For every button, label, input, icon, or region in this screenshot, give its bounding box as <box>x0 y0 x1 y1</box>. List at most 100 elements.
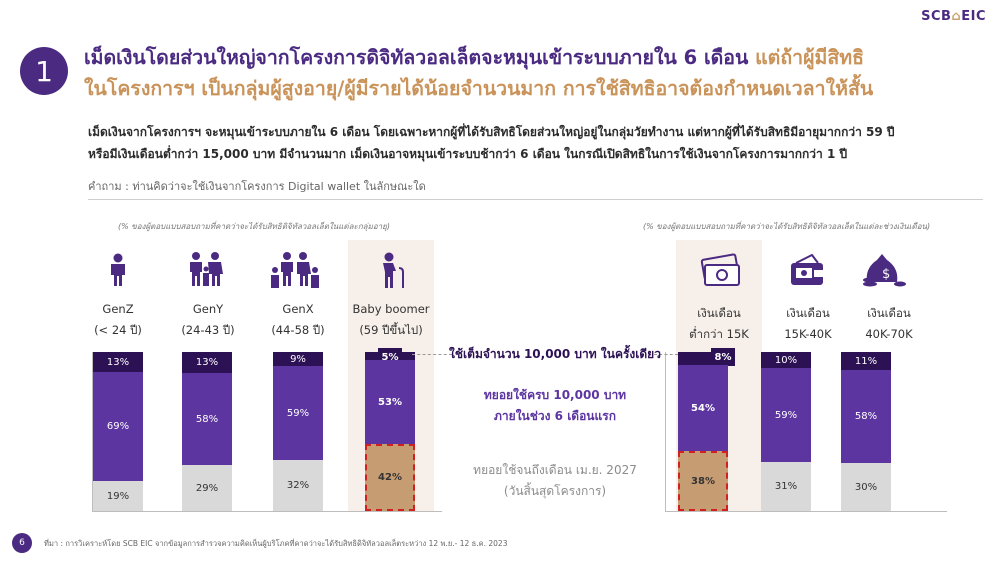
big-family-icon <box>271 252 319 288</box>
elderly-icon <box>383 252 404 288</box>
house-icon: ⌂ <box>951 9 962 24</box>
bar-segment-6-months: 59% <box>761 368 811 462</box>
bar-segment-full-use: 11% <box>841 352 891 370</box>
bar-value-label: 30% <box>854 481 878 493</box>
label-geny: GenY (24-43 ปี) <box>165 299 251 341</box>
label-salary-mid: เงินเดือน 15K-40K <box>765 303 851 345</box>
label-genx: GenX (44-58 ปี) <box>255 299 341 341</box>
cash-icon <box>700 253 740 286</box>
bar-segment-full-use: 10% <box>761 352 811 368</box>
cat-sub: 15K-40K <box>784 327 832 341</box>
bar-value-label: 19% <box>106 490 130 502</box>
bar-segment-6-months: 69% <box>93 372 143 481</box>
scb-eic-logo: SCB⌂EIC <box>921 9 986 24</box>
legend-low-line2: (วันสิ้นสุดโครงการ) <box>503 484 607 498</box>
legend-mid-line2: ภายในช่วง 6 เดือนแรก <box>494 409 616 423</box>
page-number: 6 <box>12 533 32 553</box>
page-title: เม็ดเงินโดยส่วนใหญ่จากโครงการดิจิทัลวอลเ… <box>84 42 984 104</box>
bar-value-label: 31% <box>774 481 798 492</box>
cat-name: GenZ <box>102 302 134 316</box>
legend-leader-left <box>412 354 452 355</box>
left-chart-baseline <box>92 511 442 512</box>
summary-line1: เม็ดเงินจากโครงการฯ จะหมุนเข้าระบบภายใน … <box>88 125 895 139</box>
bar-value-label: 13% <box>195 357 219 368</box>
bar-value-label: 42% <box>378 472 402 483</box>
bar-segment-full-use: 13% <box>93 352 143 372</box>
logo-text-eic: EIC <box>961 9 986 24</box>
bar-segment-6-months: 53% <box>365 360 415 444</box>
label-salary-low: เงินเดือน ต่ำกว่า 15K <box>676 303 762 345</box>
bar-value-label: 38% <box>691 475 715 487</box>
logo-text-scb: SCB <box>921 9 952 24</box>
cat-sub: (44-58 ปี) <box>271 323 325 337</box>
bar-value-label: 32% <box>286 480 310 491</box>
survey-question: คำถาม : ท่านคิดว่าจะใช้เงินจากโครงการ Di… <box>88 180 426 193</box>
bar-value-label: 59% <box>286 407 310 419</box>
bar-value-label: 69% <box>106 421 130 432</box>
headline-part2: แต่ถ้าผู้มีสิทธิ <box>748 46 865 69</box>
bar-segment-until-2027: 42% <box>365 444 415 511</box>
highlight-dashed-box <box>365 444 415 511</box>
bar-segment-6-months: 58% <box>182 373 232 465</box>
bar-segment-full-use: 13% <box>182 352 232 373</box>
legend-mid-line1: ทยอยใช้ครบ 10,000 บาท <box>483 388 627 402</box>
cat-name: GenY <box>192 302 224 316</box>
bar-value-label: 29% <box>195 482 219 494</box>
right-chart-note: (% ของผู้ตอบแบบสอบถามที่คาดว่าจะได้รับสิ… <box>643 222 931 231</box>
left-chart-note: (% ของผู้ตอบแบบสอบถามที่คาดว่าจะได้รับสิ… <box>118 222 390 231</box>
right-chart-axis <box>665 352 666 512</box>
legend-top: ใช้เต็มจำนวน 10,000 บาท ในครั้งเดียว <box>449 347 661 361</box>
summary-line2: หรือมีเงินเดือนต่ำกว่า 15,000 บาท มีจำนว… <box>88 147 848 161</box>
label-genz: GenZ (< 24 ปี) <box>78 299 158 341</box>
bar-segment-6-months: 59% <box>273 366 323 460</box>
bar-value-label: 10% <box>774 354 798 366</box>
right-chart-baseline <box>665 511 947 512</box>
cat-sub: ต่ำกว่า 15K <box>689 327 749 341</box>
bar-segment-full-use: 9% <box>273 352 323 366</box>
cat-sub: (24-43 ปี) <box>181 323 235 337</box>
cat-name: เงินเดือน <box>867 306 911 320</box>
section-number-badge: 1 <box>20 47 68 95</box>
bar-value-label: 13% <box>106 356 130 368</box>
legend-low: ทยอยใช้จนถึงเดือน เม.ย. 2027 (วันสิ้นสุด… <box>440 460 670 502</box>
money-bag-icon: $ <box>863 254 906 287</box>
label-salary-high: เงินเดือน 40K-70K <box>846 303 932 345</box>
bar-value-label: 53% <box>378 396 402 408</box>
headline-line2: ในโครงการฯ เป็นกลุ่มผู้สูงอายุ/ผู้มีรายไ… <box>84 77 874 100</box>
wallet-icon <box>791 253 823 285</box>
cat-sub: (< 24 ปี) <box>94 323 142 337</box>
bar-segment-until-2027: 19% <box>93 481 143 511</box>
summary-text: เม็ดเงินจากโครงการฯ จะหมุนเข้าระบบภายใน … <box>88 121 988 165</box>
legend-leader-right <box>654 354 678 355</box>
bar-segment-until-2027: 29% <box>182 465 232 511</box>
cat-sub: (59 ปีขึ้นไป) <box>359 323 423 337</box>
bar-value-label: 11% <box>854 355 878 367</box>
bar-value-label: 58% <box>195 413 219 425</box>
label-baby-boomer: Baby boomer (59 ปีขึ้นไป) <box>344 299 438 341</box>
cat-name: GenX <box>282 302 314 316</box>
cat-name: เงินเดือน <box>697 306 741 320</box>
highlight-value-tag: 8% <box>711 348 735 366</box>
bar-segment-until-2027: 38% <box>678 451 728 511</box>
headline-part1: เม็ดเงินโดยส่วนใหญ่จากโครงการดิจิทัลวอลเ… <box>84 46 749 69</box>
bar-segment-until-2027: 31% <box>761 462 811 511</box>
bar-value-label: 9% <box>290 353 306 365</box>
bar-value-label: 58% <box>854 411 878 422</box>
person-icon <box>111 253 125 286</box>
svg-text:$: $ <box>882 267 890 282</box>
divider <box>88 199 983 200</box>
bar-segment-until-2027: 30% <box>841 463 891 511</box>
source-note: ที่มา : การวิเคราะห์โดย SCB EIC จากข้อมู… <box>44 539 508 548</box>
cat-name: เงินเดือน <box>786 306 830 320</box>
bar-segment-6-months: 54% <box>678 365 728 451</box>
bar-segment-until-2027: 32% <box>273 460 323 511</box>
highlight-dashed-box <box>678 451 728 511</box>
bar-value-label: 54% <box>691 402 715 414</box>
cat-name: Baby boomer <box>352 302 430 316</box>
cat-sub: 40K-70K <box>865 327 913 341</box>
bar-segment-6-months: 58% <box>841 370 891 463</box>
family-icon <box>190 252 223 286</box>
legend-low-line1: ทยอยใช้จนถึงเดือน เม.ย. 2027 <box>473 463 637 477</box>
left-chart-axis <box>92 352 93 512</box>
legend-mid: ทยอยใช้ครบ 10,000 บาท ภายในช่วง 6 เดือนแ… <box>440 385 670 427</box>
